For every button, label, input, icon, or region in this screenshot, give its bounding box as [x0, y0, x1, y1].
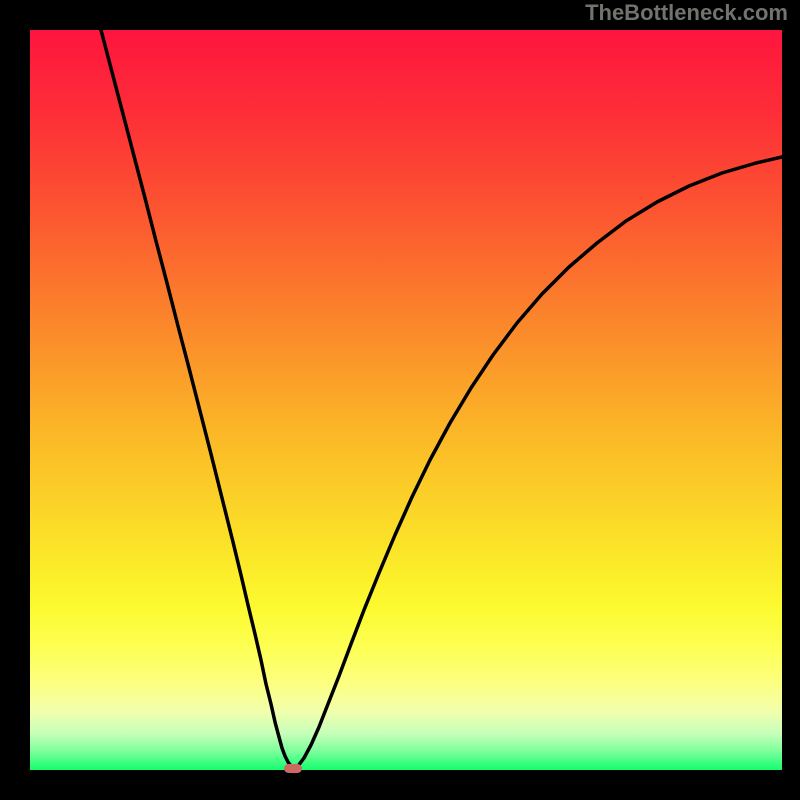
watermark-text: TheBottleneck.com [585, 0, 788, 26]
minimum-marker [284, 764, 302, 773]
chart-frame: TheBottleneck.com [0, 0, 800, 800]
bottleneck-curve [30, 30, 782, 770]
plot-area [30, 30, 782, 770]
